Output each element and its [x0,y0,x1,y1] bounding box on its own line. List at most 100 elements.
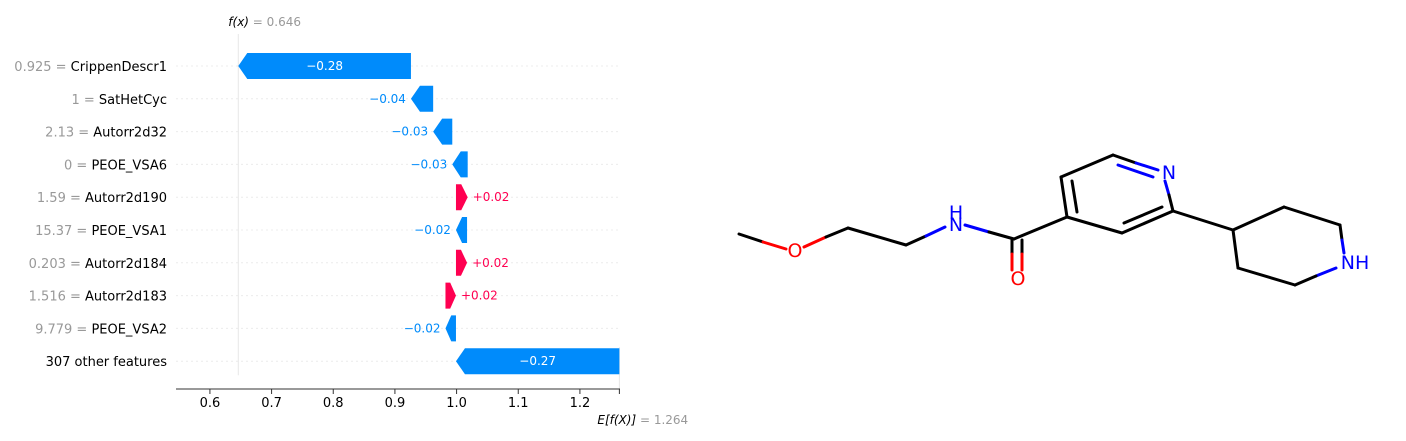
waterfall-bar [238,53,411,79]
bar-value-label: −0.27 [519,354,556,368]
feature-name: Autorr2d183 [85,290,167,305]
feature-name: Autorr2d184 [85,257,167,272]
feature-label: 1.59 = Autorr2d190 [37,191,167,206]
x-tick-label: 1.2 [570,396,591,411]
atom-label-nh-piperidine: NH [1341,252,1370,274]
bond-ch2-ch2 [846,226,908,247]
bar-value-label: −0.04 [369,92,406,106]
feature-label: 9.779 = PEOE_VSA2 [35,322,167,337]
pip-bond-3-blue [1340,238,1346,255]
bond-ring-pip [1171,209,1235,232]
ex-value: 1.264 [654,413,688,427]
fx-value: 0.646 [267,15,301,29]
feature-value: 9.779 = [35,322,91,337]
waterfall-bar [410,85,434,112]
x-tick-label: 0.8 [323,396,344,411]
feature-label: 0 = PEOE_VSA6 [64,158,167,173]
bar-value-label: −0.02 [414,223,451,237]
waterfall-bar [452,151,468,178]
ex-equals: = [636,413,654,427]
feature-value: 0.925 = [14,60,70,75]
feature-label: 1.516 = Autorr2d183 [29,290,167,305]
pip-bond-3 [1338,223,1344,242]
ring-bond-4-blue [1163,179,1171,197]
ring-bond-3 [1111,153,1138,165]
bar-value-label: −0.28 [306,59,343,73]
feature-label: 15.37 = PEOE_VSA1 [35,224,167,239]
fx-equals: = [249,15,267,29]
x-tick-label: 0.7 [261,396,282,411]
atom-label-o-carbonyl: O [1011,268,1026,290]
x-axis: 0.6 0.7 0.8 0.9 1.0 1.1 1.2 [176,388,620,411]
x-tick-label: 0.9 [385,396,406,411]
feature-name: PEOE_VSA6 [91,158,167,173]
fx-annotation: f(x) = 0.646 [228,15,301,29]
pip-bond-4-blue [1314,266,1338,278]
feature-name: PEOE_VSA1 [91,224,167,239]
bond-c-ring [1012,215,1069,241]
feature-name: Autorr2d32 [93,126,167,141]
pip-bond-4 [1293,274,1318,287]
row-gridlines [176,65,620,362]
fx-label: f(x) [228,15,249,29]
feature-name: SatHetCyc [99,93,167,108]
bar-value-label: −0.03 [391,125,428,139]
feature-name: PEOE_VSA2 [91,322,167,337]
feature-value: 1.516 = [29,290,85,305]
bond-ch3-o-red [761,240,788,251]
pip-bond-5 [1236,266,1297,287]
feature-name: 307 other features [46,355,168,370]
x-tick-label: 1.1 [508,396,529,411]
bond-ch3-o [737,232,765,244]
feature-value: 1.59 = [37,191,85,206]
bond-n-c [987,230,1016,241]
ring-bond-5 [1120,209,1175,235]
ring-bond-1-inner [1070,179,1079,214]
ex-label: E[f(X)] [597,413,636,427]
bond-o-ch2-red [802,235,828,249]
expected-value-annotation: E[f(X)] = 1.264 [597,413,688,427]
ring-bond-2 [1059,153,1115,179]
shap-waterfall-chart: −0.28 −0.04 −0.03 −0.03 +0.02 −0.02 +0.02 +0.02… [14,15,688,427]
feature-value: 1 = [71,93,98,108]
feature-label: 307 other features [46,355,168,370]
bond-ch2-n [904,234,928,247]
feature-label: 0.203 = Autorr2d184 [29,257,167,272]
waterfall-bar [455,249,468,276]
atom-label-o-ether: O [788,240,803,262]
pip-bond-6 [1231,228,1240,270]
feature-name: Autorr2d190 [85,191,167,206]
feature-value: 15.37 = [35,224,91,239]
molecule-structure: O H N O N NH [737,153,1370,290]
atom-label-n-ring: N [1162,162,1176,184]
feature-label: 1 = SatHetCyc [71,93,167,108]
atom-label-n-amide: N [949,214,963,236]
feature-label: 2.13 = Autorr2d32 [45,126,167,141]
bonds [737,153,1346,287]
bar-value-label: +0.02 [473,190,510,204]
ring-bond-4 [1167,193,1175,213]
feature-value: 0.203 = [29,257,85,272]
x-tick-label: 1.0 [446,396,467,411]
pip-bond-2 [1282,205,1342,227]
atom-label-h-amide: H [949,202,963,224]
waterfall-bars: −0.28 −0.04 −0.03 −0.03 +0.02 −0.02 +0.02 +0.02… [238,53,620,375]
ring-bond-3-blue [1134,161,1160,172]
waterfall-bar [455,217,468,243]
bar-value-label: −0.02 [404,321,441,335]
bar-value-label: +0.02 [461,289,498,303]
waterfall-bar [445,282,456,309]
bond-o-ch2 [824,226,850,239]
feature-name: CrippenDescr1 [71,60,167,75]
ring-bond-1 [1059,175,1069,219]
ring-bond-5-inner [1122,205,1164,225]
waterfall-bar [445,315,456,342]
waterfall-bar [455,184,468,211]
bar-value-label: −0.03 [410,157,447,171]
ring-bond-6 [1065,215,1124,235]
ring-bond-3-inner-blue [1116,163,1155,179]
pip-bond-1 [1231,205,1286,232]
feature-labels: 0.925 = CrippenDescr1 1 = SatHetCyc 2.13 =… [14,60,167,370]
bond-n-c-blue [963,223,991,234]
waterfall-bar [455,348,620,375]
